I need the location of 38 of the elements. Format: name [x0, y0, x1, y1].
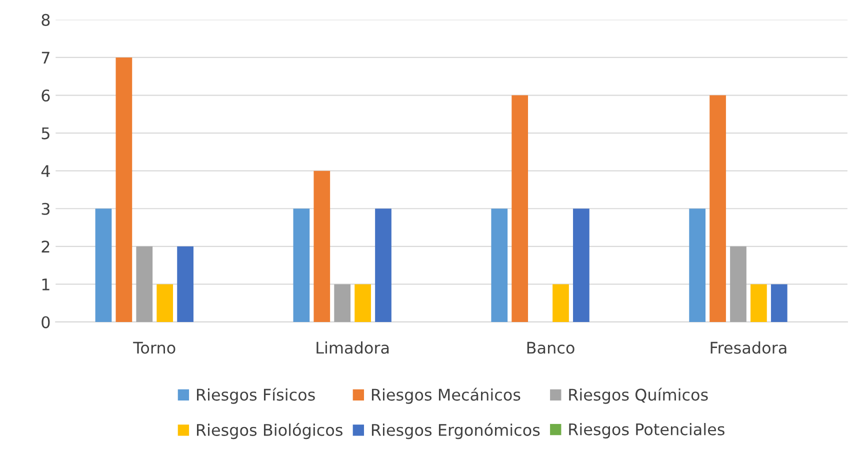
bar	[354, 284, 371, 322]
legend-label: Riesgos Biológicos	[196, 423, 342, 440]
bar	[116, 57, 132, 322]
y-tick-label: 1	[42, 278, 50, 290]
legend-label: Riesgos Mecánicos	[372, 388, 520, 404]
y-tick-label: 2	[42, 240, 50, 252]
bar	[95, 208, 112, 322]
bar	[710, 95, 726, 322]
y-tick-label: 4	[41, 165, 50, 177]
legend-label: Riesgos Ergonómicos	[372, 423, 540, 440]
bar	[136, 246, 153, 322]
bar	[552, 284, 569, 322]
bar	[730, 246, 746, 322]
bar	[512, 95, 528, 322]
bar	[293, 208, 310, 322]
y-tick-label: 5	[42, 127, 50, 140]
bar	[177, 246, 194, 322]
legend-label: Riesgos Potenciales	[569, 423, 724, 438]
x-tick-label: Banco	[527, 342, 574, 354]
y-tick-label: 8	[42, 14, 50, 26]
bar	[314, 170, 330, 322]
bar	[770, 284, 788, 322]
legend-label: Riesgos Químicos	[569, 388, 708, 404]
x-tick-label: Torno	[133, 342, 176, 354]
x-tick-label: Limadora	[316, 341, 389, 354]
bar	[334, 284, 351, 322]
bar	[156, 284, 174, 322]
y-tick-label: 6	[42, 89, 50, 102]
x-tick-label: Fresadora	[710, 341, 786, 354]
bar	[750, 284, 767, 322]
legend-label: Riesgos Físicos	[196, 388, 315, 404]
y-tick-label: 3	[42, 202, 50, 215]
y-tick-label: 0	[42, 316, 50, 328]
bar	[689, 208, 706, 322]
bar	[573, 208, 590, 322]
y-tick-label: 7	[42, 52, 50, 64]
bar	[375, 208, 392, 322]
bar	[491, 208, 508, 322]
